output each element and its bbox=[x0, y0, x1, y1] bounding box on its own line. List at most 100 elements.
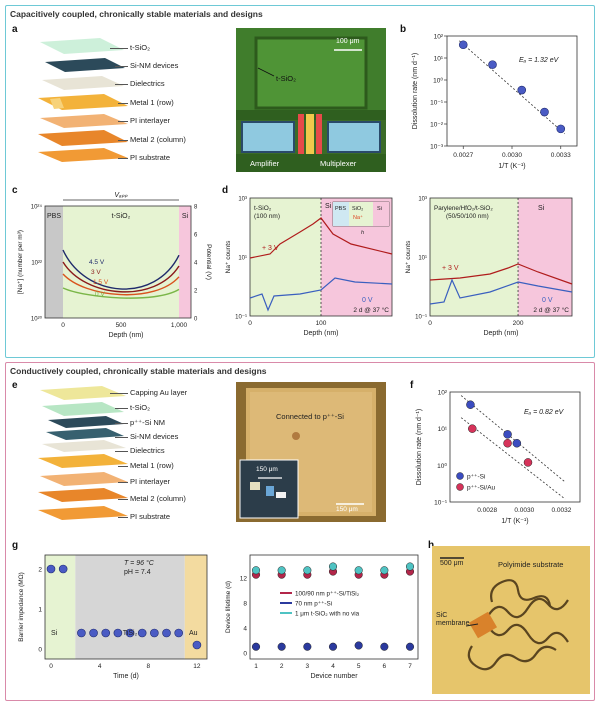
x-axis-label: Depth (nm) bbox=[108, 332, 143, 339]
inset-label: PBS bbox=[335, 206, 346, 212]
y-tick-label: 10⁻¹ bbox=[430, 100, 444, 107]
tisi2-region bbox=[75, 555, 185, 659]
series-label: 3 V bbox=[91, 269, 101, 276]
series-line bbox=[62, 261, 180, 293]
x-tick-label: 0 bbox=[248, 320, 252, 327]
x-tick-label: 0.0028 bbox=[477, 507, 497, 514]
x-tick-label: 0.0030 bbox=[502, 152, 522, 159]
y-tick-label: 1 bbox=[38, 607, 42, 614]
x-tick-label: 8 bbox=[146, 663, 150, 670]
legend-label: p⁺⁺-Si/Au bbox=[467, 485, 496, 492]
y-tick-label: 10⁻¹ bbox=[415, 315, 427, 321]
micrograph-scale-text: 100 μm bbox=[336, 38, 360, 45]
annotation: Eₐ = 0.82 eV bbox=[524, 409, 565, 416]
panel-c-chart: PBS t-SiO₂ Si Vₐₚₚ 10²⁰ 10²² 10²⁴ 0 2 4 6 8 0 500 1,00… bbox=[17, 192, 212, 339]
fit-line bbox=[460, 395, 566, 483]
connected-label: Connected to p⁺⁺-Si bbox=[276, 412, 344, 421]
data-point bbox=[512, 439, 522, 448]
panel-a-layer-label: Dielectrics bbox=[130, 79, 165, 88]
panel-a-layer-label: Si-NM devices bbox=[130, 61, 179, 70]
data-point bbox=[46, 564, 56, 574]
panel-a-layer-label: PI interlayer bbox=[130, 116, 171, 125]
y-tick-label: 10¹ bbox=[418, 256, 427, 262]
y-axis-label: Barrier impedance (MΩ) bbox=[18, 572, 25, 642]
y-axis-label: Device lifetime (d) bbox=[225, 581, 232, 633]
plot-frame bbox=[44, 205, 192, 319]
panel-a-layer-label: Metal 2 (column) bbox=[130, 135, 186, 144]
series-line bbox=[429, 263, 573, 285]
y-tick-label: 8 bbox=[243, 600, 247, 607]
x-tick-label: 3 bbox=[306, 663, 310, 670]
y-tick-label: 12 bbox=[240, 575, 248, 582]
x-tick-label: 0 bbox=[428, 320, 432, 327]
amplifier-label: Amplifier bbox=[250, 159, 280, 168]
region-label: PBS bbox=[47, 213, 61, 220]
x-tick-label: 0.0030 bbox=[514, 507, 534, 514]
left-region-label: (100 nm) bbox=[254, 213, 280, 220]
annotation: T = 96 °C bbox=[124, 559, 155, 567]
series-label: 0 V bbox=[542, 297, 553, 304]
data-point bbox=[556, 124, 566, 134]
right-region-label: Si bbox=[325, 203, 332, 210]
x-tick-label: 4 bbox=[98, 663, 102, 670]
panel-e-layer-label: Si-NM devices bbox=[130, 432, 179, 441]
y-tick-label: 10² bbox=[434, 34, 444, 41]
panel-label-d: d bbox=[222, 185, 229, 196]
data-point bbox=[58, 564, 68, 574]
y-tick-label: 10⁻¹ bbox=[434, 500, 448, 507]
panel-e-layer-label: p⁺⁺-Si NM bbox=[130, 418, 166, 427]
data-point bbox=[113, 628, 123, 638]
series-line bbox=[62, 273, 180, 296]
panel-e-layer-label: PI interlayer bbox=[130, 477, 171, 486]
y-right-axis-label: Potential (V) bbox=[205, 244, 212, 280]
plot-frame bbox=[249, 197, 393, 317]
x-tick-label: 500 bbox=[116, 322, 127, 329]
x-tick-label: 200 bbox=[513, 320, 524, 327]
panel-e-layer-label: PI substrate bbox=[130, 512, 171, 521]
x-axis-label: Depth (nm) bbox=[483, 330, 518, 337]
x-axis-label: Time (d) bbox=[113, 673, 139, 680]
data-point bbox=[192, 640, 202, 650]
y-tick-label: 10²² bbox=[31, 261, 42, 267]
panel-label-b: b bbox=[400, 24, 407, 35]
top-section-frame bbox=[5, 5, 595, 358]
data-point bbox=[405, 642, 415, 651]
y-right-tick-label: 8 bbox=[194, 205, 198, 211]
fit-line bbox=[458, 40, 566, 135]
x-tick-label: 2 bbox=[280, 663, 284, 670]
data-point bbox=[125, 628, 135, 638]
data-point bbox=[354, 566, 363, 575]
panel-e-layer-stack bbox=[38, 386, 128, 520]
data-point bbox=[150, 628, 159, 638]
y-right-tick-label: 2 bbox=[194, 289, 198, 295]
panel-label-c: c bbox=[12, 185, 18, 196]
y-axis-label: Dissolution rate (nm d⁻¹) bbox=[416, 409, 423, 485]
pbs-region bbox=[45, 206, 63, 318]
y-tick-label: 4 bbox=[243, 625, 247, 632]
data-point bbox=[405, 562, 415, 571]
y-axis-label: Na⁺ counts bbox=[225, 240, 232, 273]
x-tick-label: 0 bbox=[61, 322, 65, 329]
main-scale-text: 150 μm bbox=[336, 506, 358, 513]
x-tick-label: 0.0027 bbox=[453, 152, 473, 159]
series-line bbox=[429, 278, 573, 305]
inset-scale-text: 150 μm bbox=[256, 466, 278, 473]
data-point bbox=[251, 566, 261, 575]
panel-label-e: e bbox=[12, 380, 18, 391]
substrate-label: Polyimide substrate bbox=[498, 560, 564, 569]
data-point bbox=[77, 628, 86, 638]
plot-frame bbox=[249, 554, 419, 660]
footer-label: 2 d @ 37 °C bbox=[353, 306, 389, 314]
inset-label: Si bbox=[377, 206, 382, 212]
region-label: t-SiO₂ bbox=[112, 213, 131, 220]
region-label: Au bbox=[189, 630, 198, 637]
panel-a-layer-label: PI substrate bbox=[130, 153, 171, 162]
right-region-label: Si bbox=[538, 205, 545, 212]
series-label: 1.5 V bbox=[93, 279, 109, 286]
panel-h-scale-text: 500 μm bbox=[440, 560, 464, 567]
panel-a-micrograph: 100 μm t-SiO₂ Amplifier Multiplexer bbox=[236, 28, 386, 172]
plot-frame bbox=[44, 554, 208, 660]
data-point bbox=[488, 60, 497, 69]
y-tick-label: 10⁻¹ bbox=[235, 315, 247, 321]
data-point bbox=[303, 642, 312, 651]
